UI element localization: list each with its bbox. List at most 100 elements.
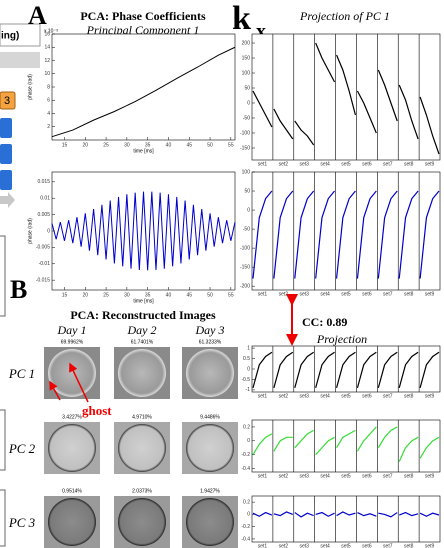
- data-line: [294, 429, 314, 449]
- x-tick-label: 55: [228, 142, 234, 148]
- y-tick-label: -50: [243, 226, 250, 232]
- data-line: [335, 190, 356, 279]
- x-tick-label: set2: [279, 291, 289, 297]
- y-tick-label: 6: [47, 98, 50, 104]
- x-tick-label: 20: [82, 142, 88, 148]
- x-axis-label: time [ms]: [133, 148, 154, 154]
- data-line: [398, 436, 419, 462]
- x-tick-label: set5: [341, 161, 351, 167]
- data-line: [273, 511, 293, 517]
- x-tick-label: set9: [425, 393, 435, 399]
- image-disc: [186, 498, 234, 546]
- ghost-arrow: [69, 362, 89, 403]
- data-line: [419, 436, 440, 459]
- y-axis-label: phase (rad): [27, 218, 33, 244]
- data-line: [294, 120, 315, 146]
- data-line: [419, 512, 440, 517]
- y-tick-label: 0.015: [37, 179, 50, 185]
- y-tick-label: 0: [247, 100, 250, 106]
- y-tick-label: 0.005: [37, 212, 50, 218]
- x-tick-label: set1: [258, 543, 268, 548]
- variance-label: 9.4486%: [200, 414, 220, 420]
- projection-title: Projection of PC 1: [299, 9, 390, 23]
- fragment-badge: [0, 91, 16, 110]
- x-tick-label: set4: [320, 291, 330, 297]
- data-line: [356, 426, 377, 452]
- x-tick-label: set2: [279, 393, 289, 399]
- data-line: [356, 351, 377, 388]
- panel-label: A: [28, 1, 47, 30]
- image-disc: [118, 424, 166, 472]
- x-tick-label: set7: [383, 473, 393, 479]
- day-label: Day 3: [195, 323, 225, 337]
- x-tick-label: 25: [103, 142, 109, 148]
- image-disc: [48, 424, 96, 472]
- x-tick-label: 50: [207, 292, 213, 298]
- fragment-text: ing): [1, 31, 19, 42]
- y-tick-label: -50: [243, 115, 250, 121]
- fragment-badge-text: 3: [4, 95, 10, 107]
- x-tick-label: set6: [362, 161, 372, 167]
- plot-frame: [251, 171, 441, 291]
- data-line: [378, 512, 398, 518]
- data-line: [377, 351, 398, 388]
- x-tick-label: 30: [124, 142, 130, 148]
- data-line: [273, 108, 294, 140]
- variance-label: 4.9710%: [132, 414, 152, 420]
- variance-label: 69.9962%: [61, 339, 84, 345]
- y-tick-label: 1: [247, 345, 250, 351]
- x-tick-label: set2: [279, 473, 289, 479]
- data-line: [419, 351, 440, 388]
- y-tick-label: 0: [247, 512, 250, 518]
- plot-frame: [251, 33, 441, 161]
- x-tick-label: set5: [341, 473, 351, 479]
- y-tick-label: 150: [242, 55, 251, 61]
- x-tick-label: 50: [207, 142, 213, 148]
- row-label: PC 2: [8, 441, 36, 456]
- x-tick-label: set6: [362, 543, 372, 548]
- data-line: [398, 351, 419, 388]
- data-line: [315, 436, 335, 456]
- x-tick-label: set9: [425, 543, 435, 548]
- x-tick-label: set1: [258, 161, 268, 167]
- ghost-arrow: [49, 380, 61, 401]
- fragment-arrow: [0, 192, 15, 208]
- plot-frame: [51, 33, 236, 141]
- y-tick-label: -150: [240, 145, 250, 151]
- x-tick-label: set2: [279, 161, 289, 167]
- y-tick-label: 10: [44, 71, 50, 77]
- panel-label: B: [10, 275, 27, 304]
- data-line: [399, 511, 419, 517]
- image-disc: [118, 498, 166, 546]
- y-tick-label: 16: [44, 31, 50, 37]
- x-tick-label: set7: [383, 161, 393, 167]
- variance-label: 3.4227%: [62, 414, 82, 420]
- x-tick-label: set2: [279, 543, 289, 548]
- x-tick-label: set7: [383, 393, 393, 399]
- x-tick-label: set5: [341, 291, 351, 297]
- x-tick-label: 15: [62, 142, 68, 148]
- data-line: [377, 69, 398, 122]
- x-tick-label: set1: [258, 393, 268, 399]
- variance-label: 61.3233%: [199, 339, 222, 345]
- y-tick-label: -0.2: [241, 452, 250, 458]
- plot-frame: [51, 171, 236, 291]
- y-tick-label: 14: [44, 45, 50, 51]
- x-tick-label: set3: [299, 543, 309, 548]
- fragment-button: [0, 170, 12, 190]
- x-tick-label: 35: [145, 142, 151, 148]
- x-tick-label: set6: [362, 393, 372, 399]
- plot-frame: [251, 419, 441, 473]
- left-fragment: ing) 3: [0, 23, 41, 547]
- x-tick-label: 45: [186, 292, 192, 298]
- y-tick-label: 8: [47, 84, 50, 90]
- data-line: [377, 426, 398, 449]
- ghost-label: ghost: [82, 403, 112, 418]
- y-tick-label: 0.5: [243, 356, 250, 362]
- y-tick-label: 12: [44, 58, 50, 64]
- data-line: [252, 190, 273, 279]
- data-line: [252, 90, 273, 128]
- x-tick-label: set9: [425, 473, 435, 479]
- data-line: [273, 436, 293, 452]
- x-tick-label: 35: [145, 292, 151, 298]
